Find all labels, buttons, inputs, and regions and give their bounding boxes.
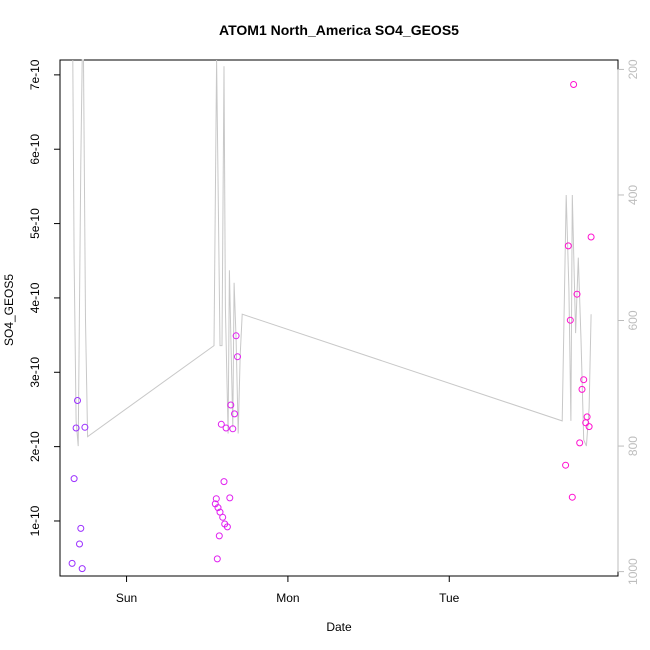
data-point <box>587 233 595 241</box>
x-axis: Sun Mon Tue <box>116 575 460 605</box>
data-point <box>77 524 85 532</box>
data-point <box>576 439 584 447</box>
data-point <box>583 413 591 421</box>
y-axis-label: SO4_GEOS5 <box>2 274 16 346</box>
y2-tick-label: 800 <box>626 436 640 456</box>
y2-tick-label: 200 <box>626 59 640 79</box>
y-tick-label: 3e-10 <box>28 357 42 388</box>
data-point <box>212 495 220 503</box>
data-point <box>234 353 241 361</box>
data-point <box>214 504 222 512</box>
data-point <box>580 376 588 384</box>
x-axis-label: Date <box>326 620 352 634</box>
data-point <box>564 242 572 250</box>
data-point <box>578 385 586 393</box>
data-point <box>215 532 223 540</box>
y-tick-label: 2e-10 <box>28 431 42 462</box>
data-point <box>74 397 81 404</box>
data-point <box>223 523 231 531</box>
data-point <box>68 559 76 567</box>
plot-frame <box>59 59 619 577</box>
data-point <box>231 410 238 418</box>
data-point <box>220 478 228 486</box>
data-point <box>562 461 570 469</box>
data-point <box>229 425 237 433</box>
data-point <box>219 513 227 521</box>
y-tick-label: 1e-10 <box>28 505 42 536</box>
data-point <box>566 316 574 324</box>
data-point <box>70 475 78 483</box>
data-point <box>213 555 221 563</box>
y-tick-label: 4e-10 <box>28 282 42 313</box>
data-point <box>222 424 230 432</box>
secondary-y-axis: 200 400 600 800 1000 <box>617 59 640 585</box>
data-point <box>232 332 240 340</box>
pressure-series-line <box>72 59 592 447</box>
chart-title: ATOM1 North_America SO4_GEOS5 <box>219 22 459 38</box>
data-point <box>226 494 234 502</box>
y2-tick-label: 600 <box>626 310 640 330</box>
data-point <box>81 423 89 431</box>
pressure-line-layer <box>72 59 592 447</box>
data-point <box>217 420 225 428</box>
y2-tick-label: 1000 <box>626 558 640 585</box>
data-point <box>585 423 593 431</box>
data-point <box>568 493 576 501</box>
data-point <box>78 565 86 573</box>
y2-tick-label: 400 <box>626 185 640 205</box>
data-point <box>227 401 235 409</box>
data-point <box>573 290 581 298</box>
data-points-layer <box>68 81 595 573</box>
data-point <box>76 540 83 548</box>
y-axis: 1e-10 2e-10 3e-10 4e-10 5e-10 6e-10 7e-10 <box>28 59 60 536</box>
y-tick-label: 5e-10 <box>28 208 42 239</box>
y-tick-label: 6e-10 <box>28 134 42 165</box>
data-point <box>570 81 578 88</box>
x-tick-label: Sun <box>116 591 137 605</box>
x-tick-label: Mon <box>276 591 299 605</box>
x-tick-label: Tue <box>439 591 460 605</box>
y-tick-label: 7e-10 <box>28 59 42 90</box>
data-point <box>72 424 80 432</box>
